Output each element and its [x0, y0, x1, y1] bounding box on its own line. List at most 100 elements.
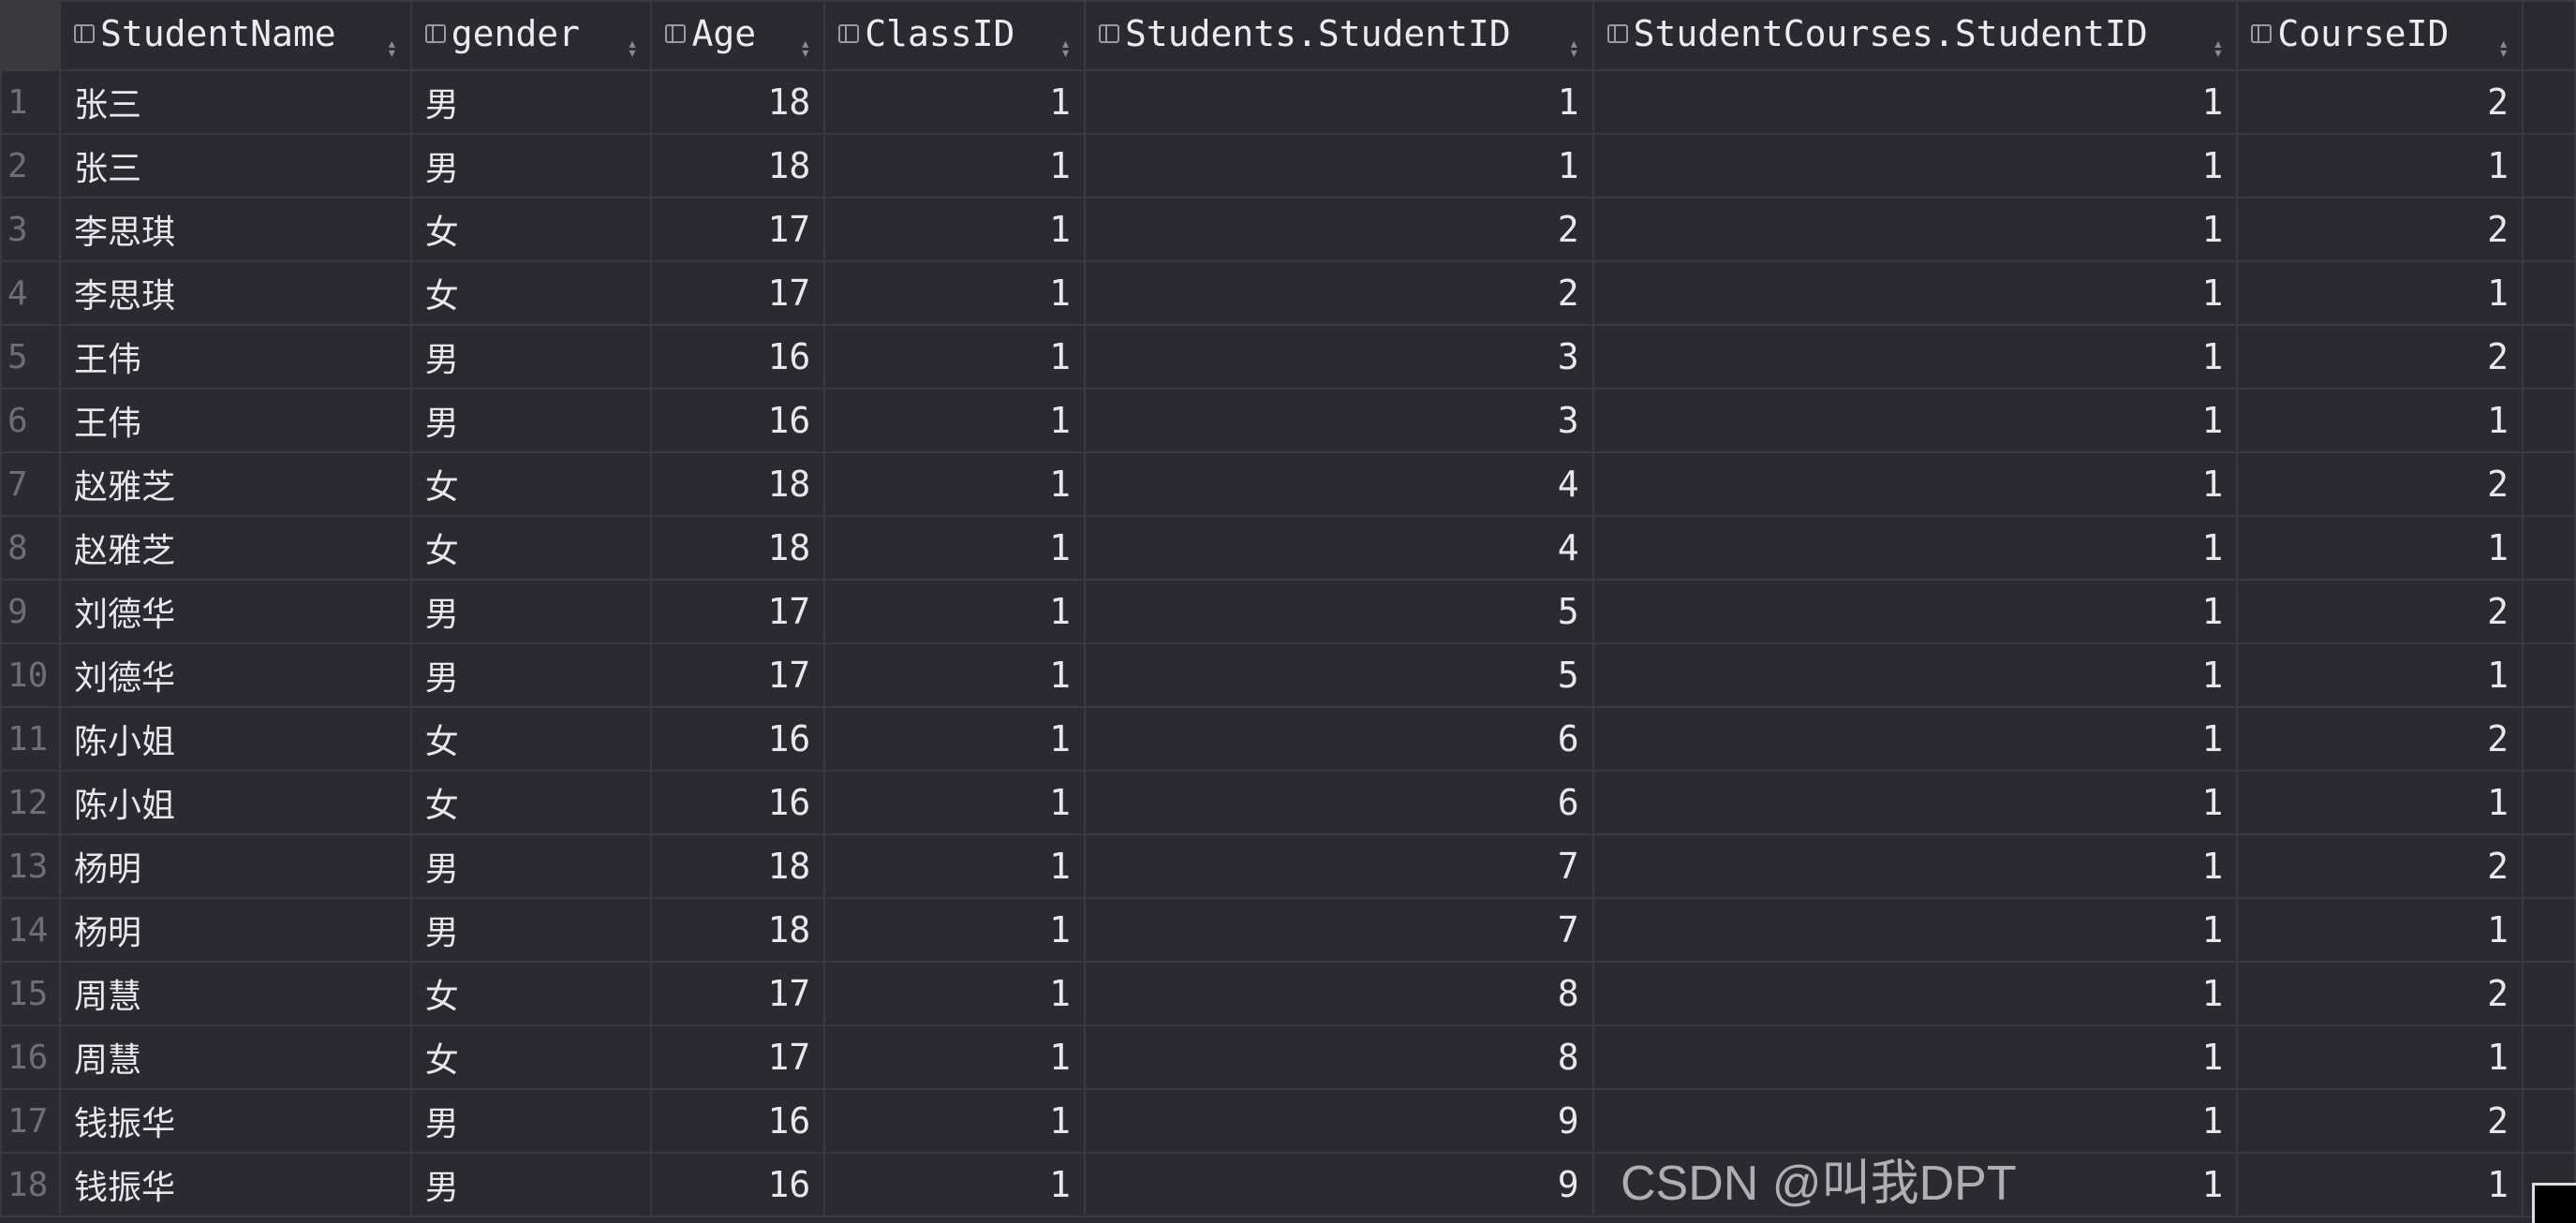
cell-students-student-id[interactable]: 9: [1083, 1152, 1594, 1217]
table-row[interactable]: 4 李思琪女 17 1 2 1 1: [0, 260, 2576, 326]
column-header-students-student-id[interactable]: ▴ ▾ Students.StudentID: [1083, 0, 1594, 71]
cell-gender[interactable]: 女: [409, 260, 653, 326]
cell-age[interactable]: 17: [650, 1024, 826, 1090]
cell-students-student-id[interactable]: 6: [1083, 770, 1594, 835]
cell-course-id[interactable]: 2: [2236, 961, 2524, 1026]
column-header-student-name[interactable]: ▴ ▾ StudentName: [58, 0, 412, 71]
cell-class-id[interactable]: 1: [823, 69, 1086, 135]
cell-gender[interactable]: 男: [409, 897, 653, 963]
cell-class-id[interactable]: 1: [823, 324, 1086, 390]
cell-student-courses-student-id[interactable]: 1: [1591, 1152, 2239, 1217]
cell-class-id[interactable]: 1: [823, 706, 1086, 772]
cell-age[interactable]: 16: [650, 1088, 826, 1154]
cell-age[interactable]: 17: [650, 579, 826, 644]
cell-student-courses-student-id[interactable]: 1: [1591, 833, 2239, 899]
table-row[interactable]: 14 杨明男 18 1 7 1 1: [0, 897, 2576, 963]
sort-arrows-icon[interactable]: ▴ ▾: [800, 34, 811, 63]
cell-age[interactable]: 17: [650, 961, 826, 1026]
cell-course-id[interactable]: 2: [2236, 69, 2524, 135]
cell-age[interactable]: 16: [650, 1152, 826, 1217]
cell-gender[interactable]: 女: [409, 706, 653, 772]
cell-student-name[interactable]: 陈小姐: [58, 706, 412, 772]
cell-class-id[interactable]: 1: [823, 515, 1086, 581]
cell-age[interactable]: 16: [650, 770, 826, 835]
cell-student-name[interactable]: 李思琪: [58, 197, 412, 262]
table-row[interactable]: 7 赵雅芝女 18 1 4 1 2: [0, 451, 2576, 517]
cell-gender[interactable]: 男: [409, 69, 653, 135]
cell-course-id[interactable]: 1: [2236, 1024, 2524, 1090]
column-header-course-id[interactable]: ▴ ▾ CourseID: [2236, 0, 2524, 71]
cell-gender[interactable]: 女: [409, 197, 653, 262]
cell-class-id[interactable]: 1: [823, 579, 1086, 644]
cell-student-name[interactable]: 陈小姐: [58, 770, 412, 835]
table-row[interactable]: 15 周慧女 17 1 8 1 2: [0, 961, 2576, 1026]
cell-students-student-id[interactable]: 5: [1083, 642, 1594, 708]
cell-students-student-id[interactable]: 5: [1083, 579, 1594, 644]
cell-gender[interactable]: 男: [409, 642, 653, 708]
cell-age[interactable]: 18: [650, 69, 826, 135]
sort-arrows-icon[interactable]: ▴ ▾: [1568, 34, 1579, 63]
cell-course-id[interactable]: 2: [2236, 706, 2524, 772]
cell-course-id[interactable]: 1: [2236, 770, 2524, 835]
cell-student-name[interactable]: 钱振华: [58, 1152, 412, 1217]
cell-student-name[interactable]: 周慧: [58, 1024, 412, 1090]
cell-age[interactable]: 16: [650, 324, 826, 390]
cell-students-student-id[interactable]: 1: [1083, 133, 1594, 199]
cell-class-id[interactable]: 1: [823, 642, 1086, 708]
cell-gender[interactable]: 男: [409, 324, 653, 390]
cell-student-name[interactable]: 李思琪: [58, 260, 412, 326]
cell-age[interactable]: 18: [650, 451, 826, 517]
cell-age[interactable]: 18: [650, 897, 826, 963]
cell-course-id[interactable]: 1: [2236, 1152, 2524, 1217]
sort-arrows-icon[interactable]: ▴ ▾: [1060, 34, 1071, 63]
cell-student-name[interactable]: 刘德华: [58, 579, 412, 644]
cell-student-courses-student-id[interactable]: 1: [1591, 388, 2239, 453]
cell-student-courses-student-id[interactable]: 1: [1591, 260, 2239, 326]
cell-age[interactable]: 18: [650, 515, 826, 581]
cell-student-name[interactable]: 张三: [58, 133, 412, 199]
cell-class-id[interactable]: 1: [823, 388, 1086, 453]
sort-arrows-icon[interactable]: ▴ ▾: [2213, 34, 2224, 63]
cell-student-name[interactable]: 杨明: [58, 833, 412, 899]
cell-gender[interactable]: 女: [409, 1024, 653, 1090]
column-header-age[interactable]: ▴ ▾ Age: [650, 0, 826, 71]
cell-class-id[interactable]: 1: [823, 260, 1086, 326]
cell-age[interactable]: 16: [650, 388, 826, 453]
cell-age[interactable]: 16: [650, 706, 826, 772]
cell-student-courses-student-id[interactable]: 1: [1591, 706, 2239, 772]
cell-age[interactable]: 17: [650, 260, 826, 326]
cell-course-id[interactable]: 2: [2236, 579, 2524, 644]
cell-student-courses-student-id[interactable]: 1: [1591, 69, 2239, 135]
cell-student-name[interactable]: 周慧: [58, 961, 412, 1026]
cell-student-courses-student-id[interactable]: 1: [1591, 197, 2239, 262]
table-row[interactable]: 8 赵雅芝女 18 1 4 1 1: [0, 515, 2576, 581]
sort-arrows-icon[interactable]: ▴ ▾: [386, 34, 397, 63]
cell-class-id[interactable]: 1: [823, 1152, 1086, 1217]
cell-student-courses-student-id[interactable]: 1: [1591, 579, 2239, 644]
cell-students-student-id[interactable]: 4: [1083, 515, 1594, 581]
cell-course-id[interactable]: 1: [2236, 260, 2524, 326]
table-row[interactable]: 10 刘德华男 17 1 5 1 1: [0, 642, 2576, 708]
cell-student-courses-student-id[interactable]: 1: [1591, 1088, 2239, 1154]
cell-class-id[interactable]: 1: [823, 133, 1086, 199]
cell-students-student-id[interactable]: 3: [1083, 388, 1594, 453]
cell-students-student-id[interactable]: 3: [1083, 324, 1594, 390]
cell-student-courses-student-id[interactable]: 1: [1591, 1024, 2239, 1090]
cell-students-student-id[interactable]: 2: [1083, 260, 1594, 326]
cell-student-courses-student-id[interactable]: 1: [1591, 642, 2239, 708]
resize-corner[interactable]: [2532, 1183, 2576, 1223]
cell-student-name[interactable]: 张三: [58, 69, 412, 135]
cell-students-student-id[interactable]: 8: [1083, 961, 1594, 1026]
table-row[interactable]: 9 刘德华男 17 1 5 1 2: [0, 579, 2576, 644]
table-row[interactable]: 11 陈小姐女 16 1 6 1 2: [0, 706, 2576, 772]
cell-students-student-id[interactable]: 1: [1083, 69, 1594, 135]
cell-student-courses-student-id[interactable]: 1: [1591, 324, 2239, 390]
cell-gender[interactable]: 男: [409, 833, 653, 899]
cell-student-courses-student-id[interactable]: 1: [1591, 770, 2239, 835]
cell-age[interactable]: 18: [650, 133, 826, 199]
cell-student-name[interactable]: 王伟: [58, 324, 412, 390]
cell-students-student-id[interactable]: 6: [1083, 706, 1594, 772]
cell-gender[interactable]: 女: [409, 961, 653, 1026]
cell-gender[interactable]: 男: [409, 133, 653, 199]
column-header-student-courses-student-id[interactable]: ▴ ▾ StudentCourses.StudentID: [1591, 0, 2239, 71]
